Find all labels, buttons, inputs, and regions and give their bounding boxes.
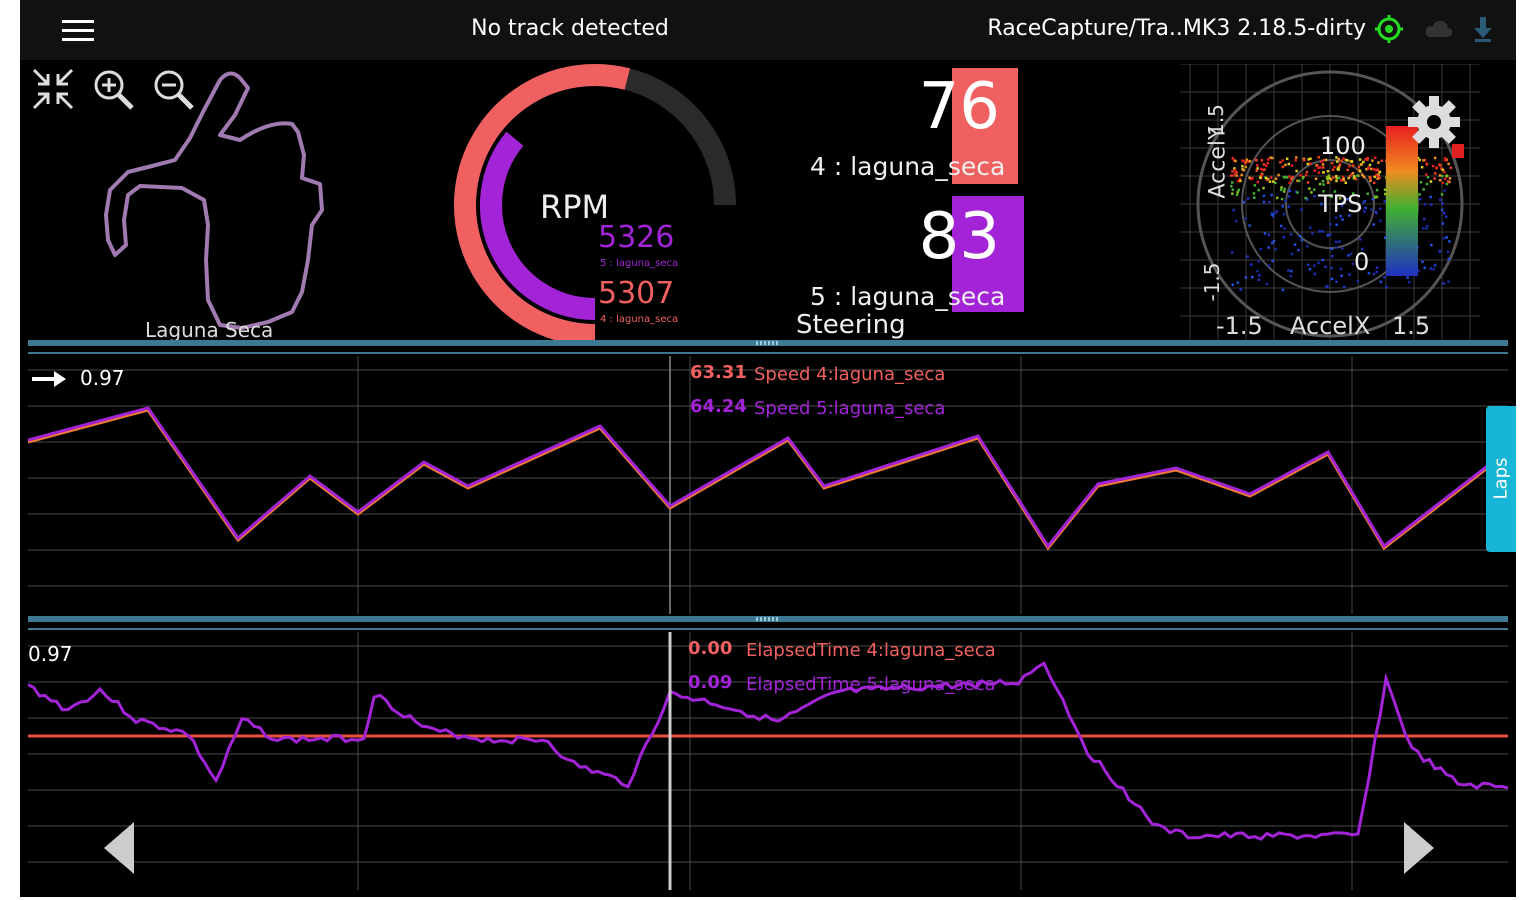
legend-name-speed-5: Speed 5:laguna_seca [754, 398, 946, 419]
gauge-label-4: 4 : laguna_seca [810, 152, 1006, 181]
rpm-gauge [454, 64, 736, 346]
rpm-label: RPM [540, 188, 610, 226]
series-line-elapsed-5 [28, 661, 1508, 841]
pane-divider[interactable] [28, 616, 1508, 622]
accelx-max-tick: 1.5 [1392, 312, 1431, 340]
gear-icon[interactable] [1406, 94, 1462, 150]
pane-divider[interactable] [28, 340, 1508, 346]
elapsed-chart-canvas [28, 632, 1508, 890]
right-arrow-icon[interactable] [1398, 820, 1438, 876]
gauge-value-4: 76 [918, 70, 1000, 144]
legend-name-speed-4: Speed 4:laguna_seca [754, 364, 946, 385]
legend-value-speed-4: 63.31 [690, 362, 747, 383]
right-arrow-icon [32, 371, 66, 387]
speed-chart-canvas [28, 356, 1508, 614]
app-screen: No track detected RaceCapture/Tra..MK3 2… [20, 0, 1516, 897]
zoom-in-icon[interactable] [90, 66, 136, 112]
tps-max-tick: 100 [1320, 132, 1366, 160]
device-name: RaceCapture/Tra..MK3 2.18.5-dirty [987, 16, 1366, 41]
gps-target-icon[interactable] [1374, 14, 1404, 44]
collapse-icon[interactable] [30, 66, 76, 112]
legend-value-elapsed-4: 0.00 [688, 638, 733, 659]
pane-divider-line [28, 628, 1508, 630]
rpm-sublabel-4: 4 : laguna_seca [600, 314, 679, 325]
pane-divider-line [28, 352, 1508, 354]
accely-min-tick: -1.5 [1200, 262, 1224, 302]
status-bar: No track detected RaceCapture/Tra..MK3 2… [20, 0, 1516, 60]
accely-max-tick: 1.5 [1204, 104, 1228, 136]
track-name-label: Laguna Seca [145, 318, 274, 342]
download-icon[interactable] [1468, 14, 1498, 44]
laps-tab[interactable]: Laps [1486, 406, 1516, 552]
cursor-value: 0.97 [28, 642, 73, 666]
laps-tab-label: Laps [1490, 457, 1512, 500]
rpm-sublabel-5: 5 : laguna_seca [600, 258, 679, 269]
dashboard: Laguna Seca RPM 5326 5 : laguna_seca 530… [20, 60, 1516, 346]
rpm-arc-5 [480, 131, 596, 320]
gauge-label-5: 5 : laguna_seca [810, 282, 1006, 311]
accelx-axis-label: AccelX [1290, 312, 1371, 340]
cursor-value: 0.97 [80, 366, 125, 390]
legend-value-elapsed-5: 0.09 [688, 672, 733, 693]
gauge-bar-5 [952, 196, 1024, 312]
series-line-speed-5 [28, 406, 1508, 549]
steering-label: Steering [796, 310, 906, 340]
hamburger-menu-icon[interactable] [62, 20, 94, 42]
rpm-arc-4 [454, 64, 631, 346]
accelx-min-tick: -1.5 [1216, 312, 1263, 340]
track-status: No track detected [471, 16, 669, 41]
tps-label: TPS [1318, 190, 1363, 218]
legend-name-elapsed-4: ElapsedTime 4:laguna_seca [746, 640, 996, 661]
cloud-icon[interactable] [1424, 14, 1454, 44]
track-map [104, 71, 324, 330]
rpm-value-4: 5307 [598, 276, 675, 311]
legend-name-elapsed-5: ElapsedTime 5:laguna_seca [746, 674, 996, 695]
left-arrow-icon[interactable] [100, 820, 140, 876]
rpm-value-5: 5326 [598, 220, 675, 255]
elapsed-time-chart[interactable]: 0.97 0.00 ElapsedTime 4:laguna_seca 0.09… [28, 632, 1508, 890]
gauge-bar-4 [952, 68, 1018, 184]
tps-min-tick: 0 [1354, 248, 1370, 276]
zoom-out-icon[interactable] [150, 66, 196, 112]
speed-chart[interactable]: 0.97 63.31 Speed 4:laguna_seca 64.24 Spe… [28, 356, 1508, 614]
alert-marker [1452, 144, 1464, 158]
gauge-value-5: 83 [918, 200, 1000, 274]
legend-value-speed-5: 64.24 [690, 396, 747, 417]
